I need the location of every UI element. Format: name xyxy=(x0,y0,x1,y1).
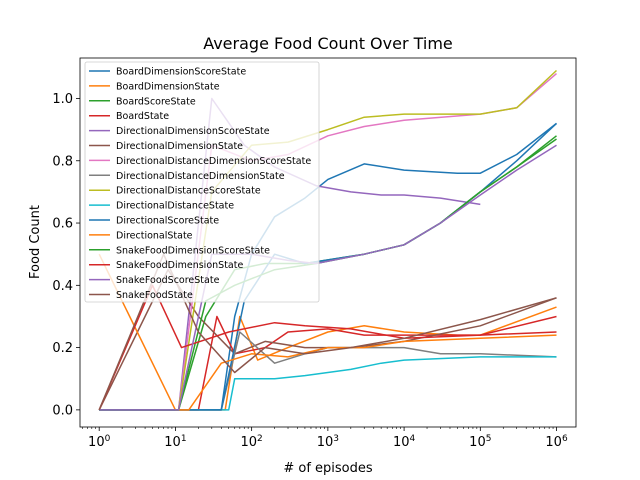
legend-label-10: DirectionalScoreState xyxy=(116,216,219,227)
legend-label-0: BoardDimensionScoreState xyxy=(116,67,246,78)
x-axis-title: # of episodes xyxy=(283,461,373,476)
y-axis: 0.0 0.2 0.4 0.6 0.8 1.0 xyxy=(52,92,80,418)
legend-label-13: SnakeFoodDimensionState xyxy=(116,260,243,271)
series-line-13 xyxy=(98,284,557,411)
x-tick-exponent-2: 2 xyxy=(257,434,263,444)
legend-box xyxy=(84,61,320,303)
x-tick-exponent-4: 4 xyxy=(409,434,415,444)
legend-label-5: DirectionalDimensionState xyxy=(116,141,243,152)
legend-label-9: DirectionalDistanceState xyxy=(116,201,234,212)
legend-label-7: DirectionalDistanceDimensionState xyxy=(116,171,285,182)
x-tick-exponent-0: 0 xyxy=(105,434,111,444)
y-tick-label-1: 0.2 xyxy=(52,341,73,356)
series-line-3 xyxy=(99,315,557,411)
legend: BoardDimensionScoreState BoardDimensionSt… xyxy=(84,61,320,303)
chart-title: Average Food Count Over Time xyxy=(203,34,453,53)
x-tick-exponent-3: 3 xyxy=(333,434,339,444)
y-tick-label-4: 0.8 xyxy=(52,154,73,169)
legend-label-1: BoardDimensionState xyxy=(116,81,220,92)
series-line-11 xyxy=(98,253,557,411)
y-tick-label-5: 1.0 xyxy=(52,92,73,107)
y-axis-title: Food Count xyxy=(28,205,43,279)
legend-label-2: BoardScoreState xyxy=(116,96,196,107)
x-tick-exponent-5: 5 xyxy=(486,434,492,444)
legend-label-6: DirectionalDistanceDimensionScoreState xyxy=(116,156,311,167)
x-tick-exponent-1: 1 xyxy=(181,434,187,444)
legend-label-4: DirectionalDimensionScoreState xyxy=(116,126,270,137)
legend-label-3: BoardState xyxy=(116,111,169,122)
series-line-9 xyxy=(99,356,557,411)
legend-items: BoardDimensionScoreState BoardDimensionSt… xyxy=(89,67,311,301)
x-tick-exponent-6: 6 xyxy=(562,434,568,444)
legend-label-12: SnakeFoodDimensionScoreState xyxy=(116,245,270,256)
y-tick-label-3: 0.6 xyxy=(52,217,73,232)
series-line-0 xyxy=(99,122,557,411)
legend-label-15: SnakeFoodState xyxy=(116,290,193,301)
y-tick-label-2: 0.4 xyxy=(52,279,73,294)
legend-label-14: SnakeFoodScoreState xyxy=(116,275,220,286)
legend-label-11: DirectionalState xyxy=(116,230,193,241)
legend-label-8: DirectionalDistanceScoreState xyxy=(116,186,261,197)
y-tick-label-0: 0.0 xyxy=(52,403,73,418)
